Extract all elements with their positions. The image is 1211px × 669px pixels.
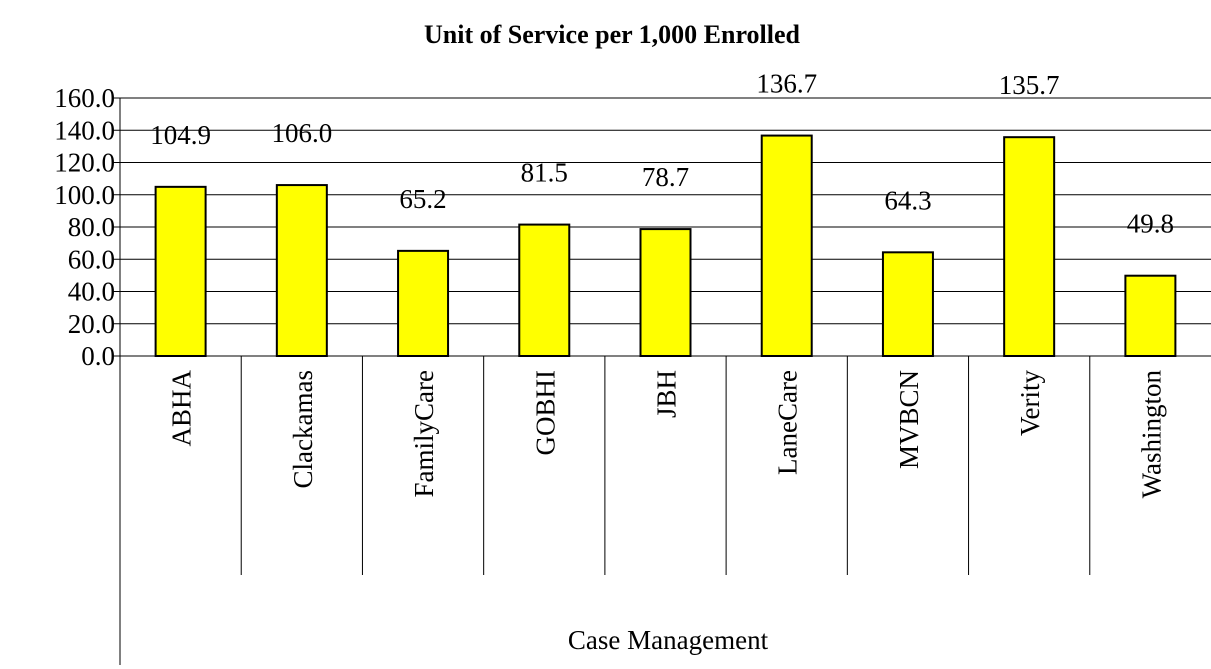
data-label: 135.7 — [999, 70, 1060, 100]
bar — [518, 223, 571, 357]
y-tick-label: 160.0 — [54, 83, 115, 113]
y-tick-label: 120.0 — [54, 148, 115, 178]
x-tick-label: FamilyCare — [409, 370, 439, 497]
bar — [639, 228, 692, 357]
y-tick-label: 0.0 — [81, 341, 115, 371]
data-label: 136.7 — [756, 69, 817, 99]
y-tick-label: 140.0 — [54, 115, 115, 145]
chart-title: Unit of Service per 1,000 Enrolled — [424, 20, 801, 49]
bar — [275, 184, 328, 357]
y-tick-label: 20.0 — [68, 309, 115, 339]
bar — [1003, 136, 1056, 357]
bar — [760, 134, 813, 357]
y-tick-label: 100.0 — [54, 180, 115, 210]
data-label: 78.7 — [642, 162, 689, 192]
data-label: 104.9 — [150, 120, 211, 150]
data-label: 65.2 — [399, 184, 446, 214]
data-label: 49.8 — [1127, 209, 1174, 239]
x-tick-label: JBH — [652, 370, 682, 418]
y-tick-label: 80.0 — [68, 212, 115, 242]
x-axis-label: Case Management — [568, 625, 769, 655]
data-label: 81.5 — [521, 158, 568, 188]
x-tick-label: GOBHI — [530, 370, 560, 456]
x-tick-label: Washington — [1136, 370, 1166, 499]
x-tick-label: LaneCare — [773, 370, 803, 475]
x-tick-label: ABHA — [167, 370, 197, 447]
data-label: 106.0 — [271, 118, 332, 148]
x-tick-label: Clackamas — [288, 370, 318, 488]
x-tick-label: MVBCN — [894, 370, 924, 469]
bar — [1124, 274, 1177, 358]
bar — [397, 249, 450, 358]
y-tick-label: 60.0 — [68, 244, 115, 274]
y-tick-label: 40.0 — [68, 277, 115, 307]
x-tick-label: Verity — [1015, 370, 1045, 436]
data-label: 64.3 — [884, 185, 931, 215]
bar — [881, 251, 934, 357]
bar — [154, 185, 207, 357]
